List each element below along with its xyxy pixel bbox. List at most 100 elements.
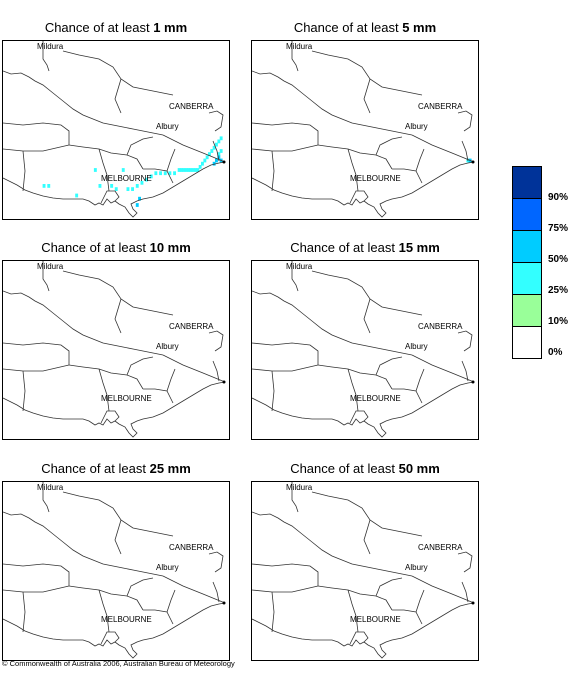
rainfall-map: Mildura CANBERRA Albury MELBOURNE <box>2 260 230 440</box>
probability-cell <box>93 168 97 172</box>
place-label-canberra: CANBERRA <box>418 102 463 111</box>
boundary-line <box>349 190 369 204</box>
probability-cell <box>194 168 197 172</box>
boundary-line <box>68 144 144 170</box>
boundary-line <box>162 134 226 163</box>
boundary-line <box>212 360 220 382</box>
probability-cell <box>163 171 167 176</box>
boundary-line <box>3 70 164 136</box>
boundary-line <box>349 410 369 424</box>
rainfall-map: Mildura CANBERRA Albury MELBOURNE <box>251 481 479 661</box>
map-canvas: Mildura CANBERRA Albury MELBOURNE <box>252 261 475 438</box>
boundary-line <box>363 298 371 334</box>
legend-swatch <box>512 326 542 359</box>
probability-cell <box>121 168 125 172</box>
place-label-canberra: CANBERRA <box>418 322 463 331</box>
boundary-line <box>208 110 224 132</box>
boundary-line <box>252 511 413 577</box>
probability-cell <box>191 168 195 172</box>
boundary-line <box>415 368 425 392</box>
boundary-line <box>252 161 475 218</box>
boundary-line <box>98 148 110 192</box>
legend-swatch <box>512 230 542 262</box>
probability-cell <box>215 142 218 147</box>
probability-cell <box>189 168 193 172</box>
place-label-melbourne: MELBOURNE <box>350 394 401 403</box>
panel-title: Chance of at least 15 mm <box>251 240 479 256</box>
place-label-mildura: Mildura <box>37 42 64 51</box>
place-label-albury: Albury <box>156 122 179 131</box>
boundary-line <box>166 589 176 613</box>
boundary-line <box>162 354 226 383</box>
boundary-line <box>347 368 359 412</box>
boundary-line <box>411 134 475 163</box>
panel-title-amount: 1 mm <box>153 20 188 35</box>
probability-cell <box>173 171 176 176</box>
boundary-line <box>271 591 275 633</box>
panel-title: Chance of at least 10 mm <box>2 240 230 256</box>
boundary-line <box>68 364 144 390</box>
place-label-melbourne: MELBOURNE <box>350 174 401 183</box>
legend-swatch <box>512 166 542 198</box>
map-canvas: Mildura CANBERRA Albury MELBOURNE <box>3 261 226 438</box>
boundary-line <box>208 330 224 352</box>
place-label-albury: Albury <box>405 563 428 572</box>
probability-cell <box>203 158 207 163</box>
boundary-line <box>375 577 403 597</box>
probability-cell <box>198 165 202 169</box>
boundary-line <box>22 150 26 192</box>
probability-cell <box>145 177 148 182</box>
boundary-line <box>252 602 475 659</box>
boundary-line <box>208 551 224 573</box>
boundary-line <box>411 575 475 604</box>
probability-cell <box>140 180 144 185</box>
map-panel: Chance of at least 1 mm Mildura CANBERRA Al… <box>2 20 230 240</box>
place-label-canberra: CANBERRA <box>169 322 214 331</box>
probability-cell <box>168 171 172 176</box>
boundary-line <box>100 631 120 645</box>
boundary-line <box>461 360 469 382</box>
boundary-line <box>291 482 299 513</box>
boundary-line <box>311 491 423 537</box>
panel-title-prefix: Chance of at least <box>293 20 403 35</box>
place-label-mildura: Mildura <box>286 262 313 271</box>
probability-cell <box>159 171 162 176</box>
boundary-line <box>100 410 120 424</box>
probability-cell <box>131 187 134 191</box>
panel-title-prefix: Chance of at least <box>290 461 399 476</box>
probability-cell <box>47 184 51 188</box>
boundary-line <box>252 70 413 136</box>
probability-cell <box>114 187 118 191</box>
probability-cell <box>210 149 214 153</box>
boundary-line <box>252 290 413 356</box>
boundary-line <box>3 602 226 659</box>
legend-label: 10% <box>548 316 569 327</box>
boundary-line <box>317 144 393 170</box>
probability-cell <box>98 184 102 188</box>
place-label-melbourne: MELBOURNE <box>350 615 401 624</box>
probability-cell <box>138 196 141 201</box>
probability-cell <box>135 184 139 188</box>
legend-label: 90% <box>548 192 569 203</box>
place-label-melbourne: MELBOURNE <box>101 394 152 403</box>
boundary-line <box>363 519 371 555</box>
boundary-line <box>22 370 26 412</box>
boundary-line <box>461 581 469 603</box>
location-marker <box>222 380 226 384</box>
boundary-line <box>457 330 473 352</box>
boundary-line <box>461 140 469 162</box>
legend-label: 25% <box>548 285 569 296</box>
panel-title-amount: 25 mm <box>149 461 191 476</box>
boundary-line <box>62 50 174 96</box>
boundary-line <box>392 168 423 184</box>
boundary-line <box>317 585 393 611</box>
place-label-mildura: Mildura <box>286 483 313 492</box>
boundary-line <box>126 356 154 376</box>
map-canvas: Mildura CANBERRA Albury MELBOURNE <box>3 482 226 659</box>
boundary-line <box>126 136 154 156</box>
boundary-line <box>3 144 70 152</box>
boundary-line <box>291 41 299 72</box>
rainfall-map: Mildura CANBERRA Albury MELBOURNE <box>2 40 230 220</box>
probability-cell <box>149 174 153 179</box>
probability-cell <box>217 139 221 144</box>
